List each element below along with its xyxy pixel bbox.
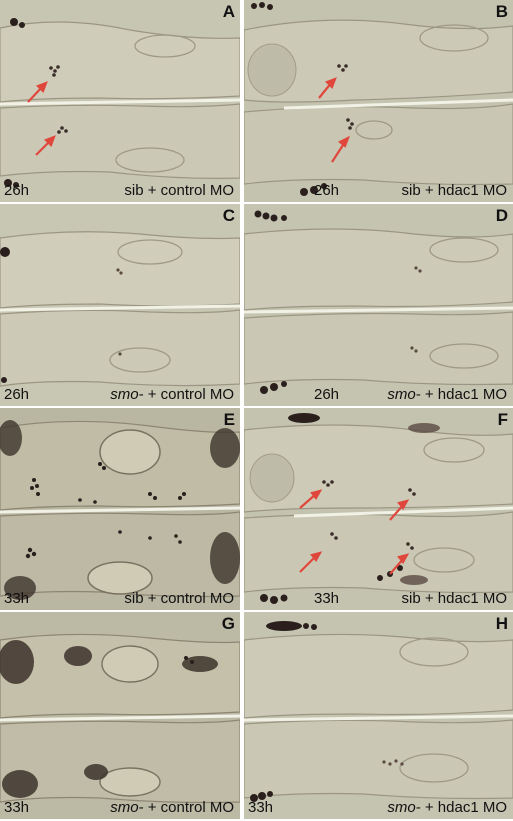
panel-caption: 33h smo- + hdac1 MO xyxy=(248,799,507,816)
panel-letter: A xyxy=(222,2,235,21)
panel-letter: H xyxy=(495,614,508,633)
treatment-label: + control MO xyxy=(147,182,234,199)
panel-letter: C xyxy=(222,206,235,225)
panel-letter: D xyxy=(495,206,508,225)
panel-caption: 26h smo- + hdac1 MO xyxy=(248,386,507,403)
micrograph-d xyxy=(244,204,513,406)
micrograph-a xyxy=(0,0,240,202)
panel-h: H 33h smo- + hdac1 MO xyxy=(244,612,513,821)
panel-caption: 26h sib + hdac1 MO xyxy=(248,182,507,199)
micrograph-f xyxy=(244,408,513,610)
panel-caption: 33h sib + hdac1 MO xyxy=(248,590,507,607)
micrograph-e xyxy=(0,408,240,610)
treatment-label: + hdac1 MO xyxy=(424,182,507,199)
treatment-label: + hdac1 MO xyxy=(424,799,507,816)
panel-caption: 26h smo- + control MO xyxy=(4,386,234,403)
genotype-label: sib xyxy=(401,590,421,607)
panel-f: F 33h sib + hdac1 MO xyxy=(244,408,513,612)
time-label: 33h xyxy=(4,590,30,607)
genotype-label: sib xyxy=(124,182,144,199)
genotype-label: sib xyxy=(401,182,421,199)
panel-c: C 26h smo- + control MO xyxy=(0,204,240,408)
time-label: 26h xyxy=(4,386,30,403)
panel-caption: 26h sib + control MO xyxy=(4,182,234,199)
treatment-label: + hdac1 MO xyxy=(424,590,507,607)
treatment-label: + control MO xyxy=(147,799,234,816)
time-label: 33h xyxy=(314,590,340,607)
genotype-label: smo- xyxy=(387,799,421,816)
time-label: 26h xyxy=(4,182,30,199)
panel-a: A 26h sib + control MO xyxy=(0,0,240,204)
panel-letter: F xyxy=(497,410,508,429)
treatment-label: + control MO xyxy=(147,386,234,403)
panel-d: D 26h smo- + hdac1 MO xyxy=(244,204,513,408)
time-label: 26h xyxy=(314,386,340,403)
panel-caption: 33h smo- + control MO xyxy=(4,799,234,816)
panel-e: E 33h sib + control MO xyxy=(0,408,240,612)
genotype-label: smo- xyxy=(110,799,144,816)
panel-letter: E xyxy=(223,410,235,429)
panel-g: G 33h smo- + control MO xyxy=(0,612,240,821)
genotype-label: smo- xyxy=(110,386,144,403)
time-label: 33h xyxy=(248,799,274,816)
micrograph-c xyxy=(0,204,240,406)
treatment-label: + control MO xyxy=(147,590,234,607)
panel-letter: B xyxy=(495,2,508,21)
panel-caption: 33h sib + control MO xyxy=(4,590,234,607)
micrograph-g xyxy=(0,612,240,819)
time-label: 26h xyxy=(314,182,340,199)
genotype-label: smo- xyxy=(387,386,421,403)
treatment-label: + hdac1 MO xyxy=(424,386,507,403)
micrograph-h xyxy=(244,612,513,819)
panel-letter: G xyxy=(221,614,235,633)
panel-b: B 26h sib + hdac1 MO xyxy=(244,0,513,204)
genotype-label: sib xyxy=(124,590,144,607)
time-label: 33h xyxy=(4,799,30,816)
micrograph-b xyxy=(244,0,513,202)
